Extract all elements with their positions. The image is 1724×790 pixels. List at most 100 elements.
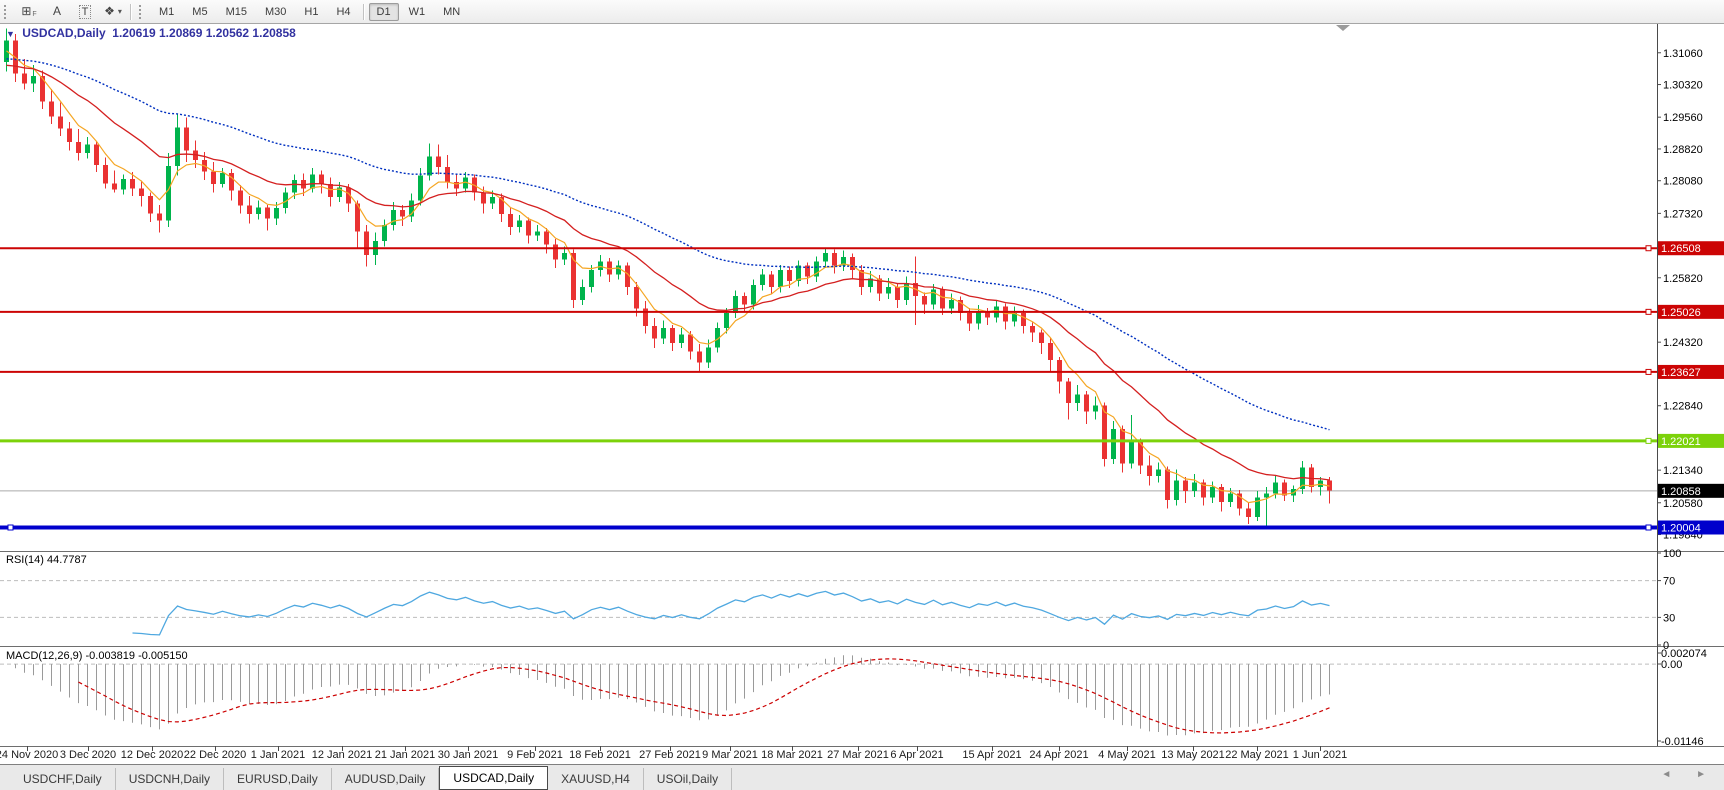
timeframe-M5[interactable]: M5 bbox=[192, 5, 208, 18]
timeframe-H4[interactable]: H4 bbox=[336, 5, 351, 18]
date-tick-label: 24 Apr 2021 bbox=[1029, 749, 1089, 761]
line-handle[interactable] bbox=[1645, 308, 1652, 315]
axis-label: 1.25026 bbox=[1661, 307, 1701, 319]
date-tick-label: 12 Dec 2020 bbox=[120, 749, 184, 761]
text-tool-icon: T bbox=[78, 5, 92, 19]
chart-tab-bar: USDCHF,Daily USDCNH,Daily EURUSD,Daily AUDU… bbox=[0, 764, 1724, 790]
date-tick-label: 6 Apr 2021 bbox=[890, 749, 944, 761]
axis-label: -0.01146 bbox=[1661, 736, 1704, 748]
line-handle[interactable] bbox=[1645, 368, 1652, 375]
price-badge bbox=[1658, 433, 1724, 448]
date-tick-label: 13 May 2021 bbox=[1161, 749, 1225, 761]
axis-label: 1.29560 bbox=[1663, 112, 1703, 124]
axis-label: 1.20580 bbox=[1663, 498, 1703, 510]
date-tick-label: 22 Dec 2020 bbox=[183, 749, 247, 761]
axis-label: 1.26508 bbox=[1661, 243, 1701, 255]
date-tick-label: 18 Mar 2021 bbox=[761, 749, 823, 761]
timeframe-group: M1 M5 M15 M30 H1 H4 D1 W1 MN bbox=[150, 2, 469, 21]
date-tick-label: 27 Mar 2021 bbox=[827, 749, 889, 761]
chart-shift-marker-icon bbox=[1336, 25, 1350, 31]
timeframe-D1[interactable]: D1 bbox=[368, 2, 399, 21]
date-tick-label: 9 Mar 2021 bbox=[702, 749, 758, 761]
price-badge bbox=[1658, 304, 1724, 319]
axis-label: 1.25820 bbox=[1663, 273, 1703, 285]
text-tool-icon[interactable]: T bbox=[73, 2, 97, 23]
icon-subscript: F bbox=[32, 10, 37, 18]
date-tick-label: 12 Jan 2021 bbox=[311, 749, 373, 761]
price-badge bbox=[1658, 364, 1724, 379]
objects-tool-icon[interactable]: ❖ ▾ bbox=[101, 1, 125, 22]
tab-USDCAD[interactable]: USDCAD,Daily bbox=[439, 766, 549, 790]
tabs-container: USDCHF,Daily USDCNH,Daily EURUSD,Daily AUDU… bbox=[0, 765, 733, 790]
collapse-triangle-icon[interactable]: ▼ bbox=[6, 29, 15, 39]
toolbar-icons: ⊞ F A T ❖ ▾ bbox=[15, 1, 127, 23]
cursor-tool-icon[interactable]: A bbox=[45, 1, 69, 22]
timeframe-M1[interactable]: M1 bbox=[159, 5, 175, 18]
timeframe-H1[interactable]: H1 bbox=[304, 5, 319, 18]
axis-label: 1.20858 bbox=[1661, 486, 1701, 498]
toolbar-grip-2[interactable] bbox=[139, 4, 146, 19]
toolbar-separator bbox=[130, 3, 132, 20]
tab-scroll-right-icon[interactable]: ► bbox=[1696, 769, 1706, 780]
date-tick-label: 1 Jan 2021 bbox=[250, 749, 306, 761]
date-tick-label: 3 Dec 2020 bbox=[59, 749, 117, 761]
axis-label: 1.21340 bbox=[1663, 465, 1703, 477]
macd-label: MACD(12,26,9) -0.003819 -0.005150 bbox=[6, 650, 188, 662]
line-handle[interactable] bbox=[7, 524, 14, 531]
axis-label: 1.24320 bbox=[1663, 337, 1703, 349]
date-tick-label: 24 Nov 2020 bbox=[0, 749, 59, 761]
tab-XAUUSD[interactable]: XAUUSD,H4 bbox=[548, 767, 644, 790]
axis-label: 1.20004 bbox=[1661, 523, 1701, 535]
tab-scroll-arrows: ◄ ► bbox=[1639, 769, 1706, 780]
price-badge bbox=[1658, 241, 1724, 256]
date-tick-label: 1 Jun 2021 bbox=[1292, 749, 1348, 761]
line-handle[interactable] bbox=[1645, 437, 1652, 444]
chart-title: ▼ USDCAD,Daily 1.20619 1.20869 1.20562 1… bbox=[6, 26, 296, 40]
timeframe-M30[interactable]: M30 bbox=[264, 5, 287, 18]
axis-label: 0.00 bbox=[1661, 659, 1682, 671]
axis-label: 1.28080 bbox=[1663, 176, 1703, 188]
line-handle[interactable] bbox=[1645, 524, 1652, 531]
price-badge bbox=[1658, 483, 1724, 498]
rsi-value: 44.7787 bbox=[46, 554, 87, 566]
toolbar-grip[interactable] bbox=[4, 4, 11, 19]
date-tick-label: 27 Feb 2021 bbox=[639, 749, 701, 761]
axis-label: 70 bbox=[1663, 576, 1675, 588]
rsi-label: RSI(14) 44.7787 bbox=[6, 554, 87, 566]
axis-label: 1.22021 bbox=[1661, 436, 1701, 448]
date-tick-label: 4 May 2021 bbox=[1098, 749, 1156, 761]
date-tick-label: 22 May 2021 bbox=[1225, 749, 1289, 761]
toolbar: ⊞ F A T ❖ ▾ M1 M5 M15 M30 H1 H4 D1 W1 MN bbox=[0, 0, 1724, 24]
tab-AUDUSD[interactable]: AUDUSD,Daily bbox=[332, 767, 440, 790]
date-tick-label: 18 Feb 2021 bbox=[569, 749, 631, 761]
tab-USOil[interactable]: USOil,Daily bbox=[644, 767, 733, 790]
tab-EURUSD[interactable]: EURUSD,Daily bbox=[224, 767, 332, 790]
objects-tool-icon: ❖ bbox=[104, 4, 115, 18]
line-handle[interactable] bbox=[1645, 245, 1652, 252]
axis-label: 1.27320 bbox=[1663, 208, 1703, 220]
price-badge bbox=[1658, 520, 1724, 535]
axis-label: 1.23627 bbox=[1661, 367, 1701, 379]
axis-label: 0 bbox=[1663, 640, 1669, 652]
tab-USDCNH[interactable]: USDCNH,Daily bbox=[116, 767, 225, 790]
cursor-tool-icon: A bbox=[52, 4, 61, 18]
timeframe-MN[interactable]: MN bbox=[443, 5, 461, 18]
date-tick-label: 15 Apr 2021 bbox=[962, 749, 1022, 761]
date-tick-label: 9 Feb 2021 bbox=[507, 749, 563, 761]
macd-values: -0.003819 -0.005150 bbox=[85, 650, 188, 662]
toolbar-separator bbox=[362, 3, 365, 20]
timeframe-M15[interactable]: M15 bbox=[225, 5, 247, 18]
date-tick-label: 30 Jan 2021 bbox=[437, 749, 499, 761]
tab-USDCHF[interactable]: USDCHF,Daily bbox=[10, 767, 116, 790]
timeframe-W1[interactable]: W1 bbox=[408, 5, 426, 18]
axis-label: 30 bbox=[1663, 612, 1675, 624]
chevron-down-icon[interactable]: ▾ bbox=[117, 6, 122, 16]
chart-templates-icon: ⊞ bbox=[21, 4, 32, 18]
tab-scroll-left-icon[interactable]: ◄ bbox=[1661, 769, 1672, 780]
axis-label: 1.30320 bbox=[1663, 80, 1703, 92]
chart-templates-icon[interactable]: ⊞ F bbox=[17, 1, 41, 22]
axis-label: 1.31060 bbox=[1663, 48, 1703, 60]
axis-label: 1.22840 bbox=[1663, 401, 1703, 413]
